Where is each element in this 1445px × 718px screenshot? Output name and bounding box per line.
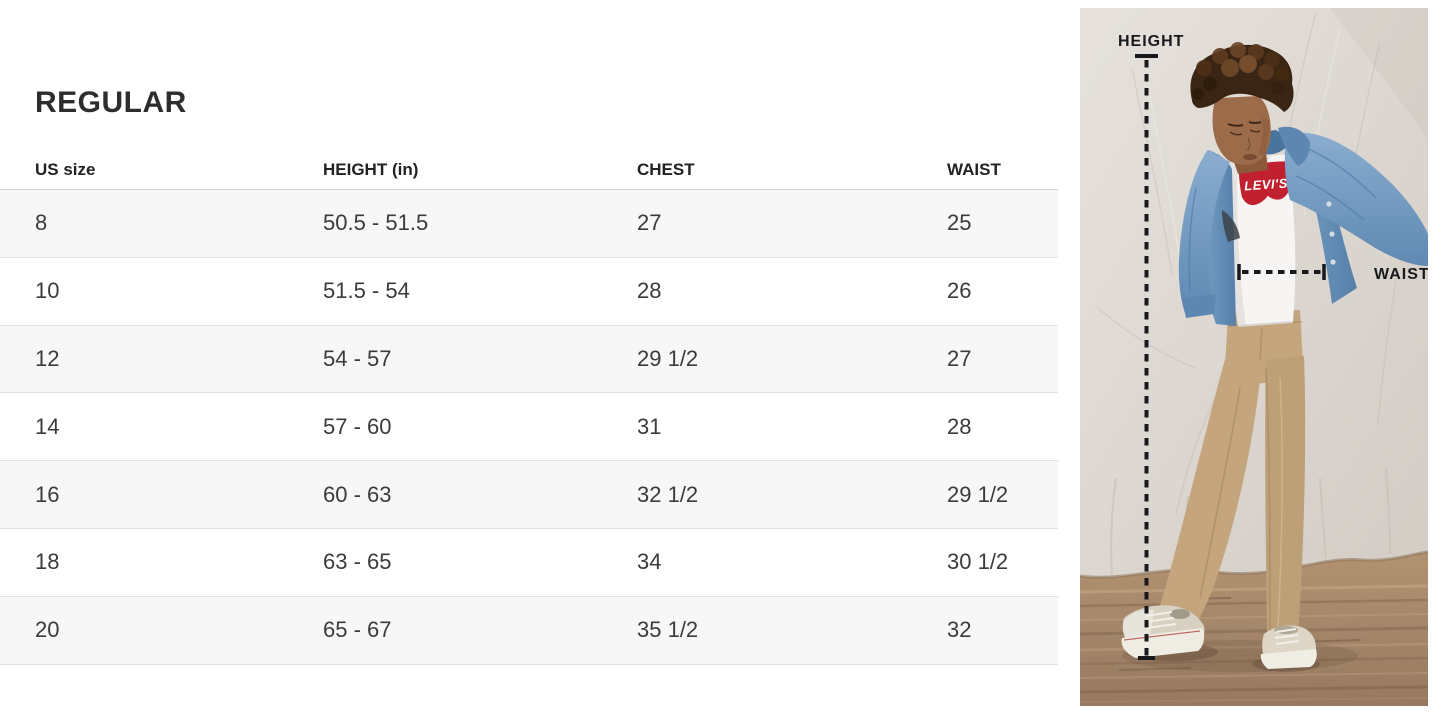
- table-row: 14 57 - 60 31 28: [0, 393, 1058, 462]
- table-cell: 63 - 65: [323, 549, 392, 575]
- table-cell: 25: [947, 210, 972, 236]
- size-table: US size HEIGHT (in) CHEST WAIST 8 50.5 - …: [0, 150, 1058, 665]
- table-cell: 27: [947, 345, 972, 371]
- left-sneaker: [1121, 605, 1205, 658]
- table-cell: 60 - 63: [323, 481, 392, 507]
- table-cell: 51.5 - 54: [323, 278, 410, 304]
- page-title: REGULAR: [35, 86, 187, 119]
- right-sneaker: [1260, 625, 1317, 669]
- table-row: 8 50.5 - 51.5 27 25: [0, 190, 1058, 258]
- col-header-chest: CHEST: [637, 159, 695, 179]
- table-cell: 14: [35, 413, 60, 439]
- table-cell: 34: [637, 549, 662, 575]
- waist-label: WAIST: [1374, 266, 1428, 283]
- table-cell: 31: [637, 413, 662, 439]
- col-header-us-size: US size: [35, 159, 96, 179]
- table-header-row: US size HEIGHT (in) CHEST WAIST: [0, 150, 1058, 190]
- table-cell: 57 - 60: [323, 413, 392, 439]
- table-cell: 32: [947, 617, 972, 643]
- table-cell: 8: [35, 210, 48, 236]
- waist-annotation: WAIST: [1237, 264, 1428, 283]
- table-row: 16 60 - 63 32 1/2 29 1/2: [0, 461, 1058, 529]
- table-cell: 10: [35, 278, 60, 304]
- table-cell: 12: [35, 345, 60, 371]
- table-cell: 27: [637, 210, 662, 236]
- levis-logo-text: LEVI'S: [1244, 175, 1289, 193]
- table-cell: 35 1/2: [637, 617, 699, 643]
- waist-measure-line: [1237, 264, 1326, 280]
- table-cell: 26: [947, 278, 972, 304]
- col-header-waist: WAIST: [947, 159, 1001, 179]
- table-cell: 16: [35, 481, 60, 507]
- table-cell: 65 - 67: [323, 617, 392, 643]
- col-header-height: HEIGHT (in): [323, 159, 419, 179]
- height-annotation: HEIGHT: [1118, 33, 1184, 660]
- table-cell: 50.5 - 51.5: [323, 210, 429, 236]
- boy-head: [1190, 42, 1294, 174]
- table-cell: 29 1/2: [947, 481, 1009, 507]
- denim-jacket: [1178, 126, 1428, 326]
- table-cell: 32 1/2: [637, 481, 699, 507]
- levis-batwing-logo: LEVI'S: [1238, 161, 1291, 206]
- table-cell: 28: [947, 413, 972, 439]
- height-measure-line: [1135, 54, 1158, 660]
- table-row: 20 65 - 67 35 1/2 32: [0, 596, 1058, 665]
- table-row: 10 51.5 - 54 28 26: [0, 258, 1058, 326]
- table-cell: 29 1/2: [637, 345, 699, 371]
- table-cell: 18: [35, 549, 60, 575]
- boy-model: LEVI'S: [1121, 42, 1428, 669]
- table-cell: 54 - 57: [323, 345, 392, 371]
- table-cell: 20: [35, 617, 60, 643]
- table-body: 8 50.5 - 51.5 27 25 10 51.5 - 54 28 26 12 54 - 57…: [0, 190, 1058, 665]
- table-cell: 28: [637, 278, 662, 304]
- fit-guide-photo: LEVI'S: [1080, 8, 1428, 706]
- khaki-pants: [1158, 310, 1306, 641]
- table-row: 18 63 - 65 34 30 1/2: [0, 529, 1058, 597]
- table-row: 12 54 - 57 29 1/2 27: [0, 325, 1058, 394]
- table-cell: 30 1/2: [947, 549, 1009, 575]
- height-label: HEIGHT: [1118, 33, 1184, 50]
- fit-photo-svg: LEVI'S: [1080, 8, 1428, 706]
